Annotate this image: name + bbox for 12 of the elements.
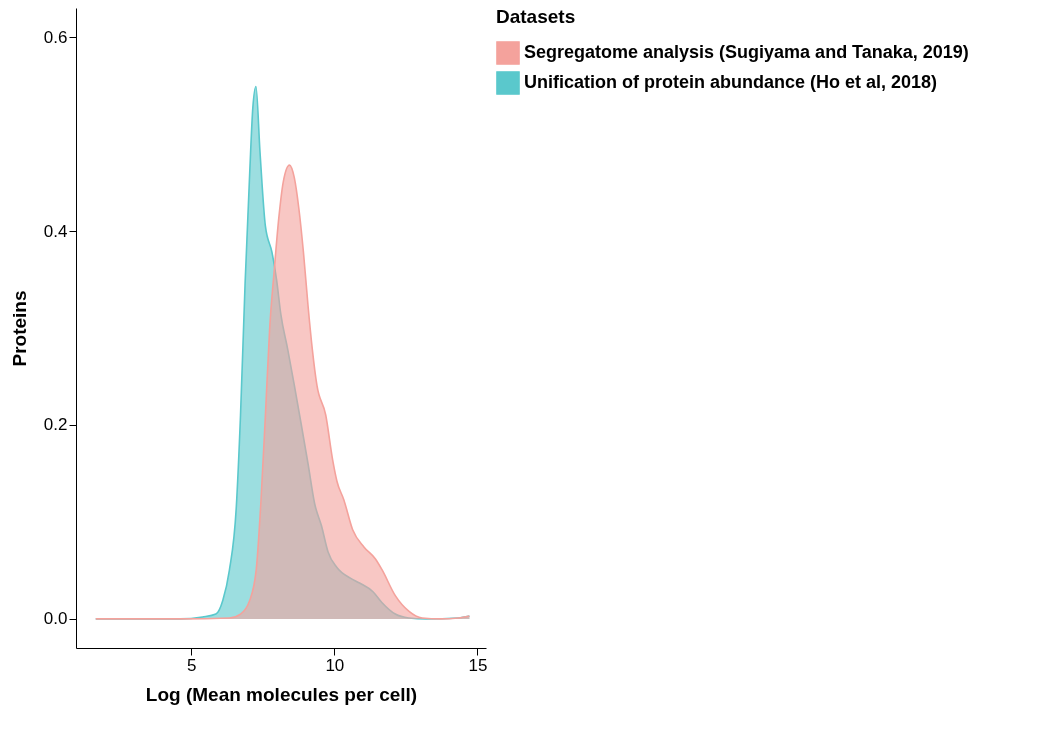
legend-label: Segregatome analysis (Sugiyama and Tanaka, 2019)	[524, 42, 969, 62]
x-tick-label: 10	[325, 655, 345, 675]
x-tick-label: 5	[187, 655, 197, 675]
y-tick-label: 0.4	[43, 221, 68, 241]
x-tick-label: 15	[468, 655, 488, 675]
y-axis-title: Proteins	[8, 290, 30, 367]
y-tick-label: 0.0	[43, 609, 68, 629]
y-tick-label: 0.2	[43, 415, 68, 435]
x-axis-title: Log (Mean molecules per cell)	[145, 683, 418, 705]
legend-label: Unification of protein abundance (Ho et al, 2018)	[524, 72, 938, 92]
legend-title: Datasets	[496, 6, 576, 27]
y-tick-label: 0.6	[43, 27, 68, 47]
